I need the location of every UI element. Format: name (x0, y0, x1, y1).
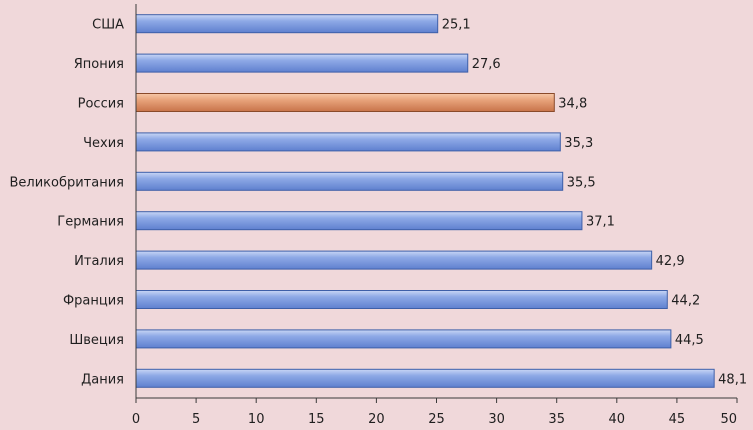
bars-layer (135, 14, 715, 388)
x-tick-label-50: 50 (720, 412, 737, 427)
labels-layer: США 25,1 Япония 27,6 Россия 34,8 Чехия 35,3 Вели… (9, 18, 747, 388)
value-label-чехия: 35,3 (564, 136, 593, 151)
bar-великобритания (135, 171, 564, 191)
bar-россия (135, 93, 555, 112)
value-label-великобритания: 35,5 (567, 175, 596, 190)
x-tick-label-30: 30 (488, 412, 505, 427)
category-label-италия: Италия (74, 254, 124, 269)
bar-швеция (135, 329, 672, 349)
x-tick-label-5: 5 (192, 412, 200, 427)
bar-сша (135, 14, 439, 34)
x-tick-label-15: 15 (308, 412, 325, 427)
category-label-швеция: Швеция (69, 333, 124, 348)
value-label-россия: 34,8 (558, 97, 587, 112)
x-tick-label-35: 35 (548, 412, 565, 427)
value-label-франция: 44,2 (671, 294, 700, 309)
bar-франция (135, 290, 668, 309)
category-label-чехия: Чехия (83, 136, 124, 151)
x-tick-label-40: 40 (609, 412, 626, 427)
x-axis: 0 5 10 15 20 25 30 35 40 45 50 (132, 4, 738, 427)
value-label-сша: 25,1 (442, 18, 471, 33)
value-label-япония: 27,6 (472, 57, 501, 72)
value-label-дания: 48,1 (718, 372, 747, 387)
category-label-германия: Германия (57, 215, 124, 230)
category-label-дания: Дания (81, 372, 124, 387)
bar-италия (135, 250, 653, 270)
bar-япония (135, 53, 469, 73)
bar-чехия (135, 132, 561, 152)
category-label-франция: Франция (63, 294, 124, 309)
category-label-сша: США (92, 18, 124, 33)
value-label-швеция: 44,5 (675, 333, 704, 348)
x-tick-label-0: 0 (132, 412, 140, 427)
value-label-италия: 42,9 (656, 254, 685, 269)
x-tick-label-25: 25 (428, 412, 445, 427)
bar-дания (135, 368, 715, 388)
x-tick-label-45: 45 (669, 412, 686, 427)
value-label-германия: 37,1 (586, 215, 615, 230)
x-tick-label-20: 20 (368, 412, 385, 427)
bar-германия (135, 211, 583, 231)
category-label-япония: Япония (74, 57, 124, 72)
x-tick-label-10: 10 (248, 412, 265, 427)
category-label-россия: Россия (78, 97, 124, 112)
category-label-великобритания: Великобритания (9, 175, 124, 190)
